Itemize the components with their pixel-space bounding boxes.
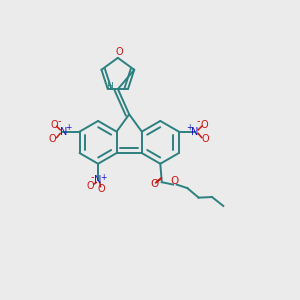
Text: O: O [116,47,123,58]
Text: +: + [100,172,106,182]
Text: H: H [106,82,113,91]
Text: N: N [94,175,102,185]
Text: +: + [187,123,193,132]
Text: +: + [65,123,72,132]
Text: N: N [191,127,199,136]
Text: O: O [49,134,57,144]
Text: -: - [58,116,61,127]
Text: O: O [150,179,158,189]
Text: O: O [202,134,209,144]
Text: O: O [50,120,58,130]
Text: N: N [59,127,67,136]
Text: -: - [197,116,200,127]
Text: O: O [97,184,105,194]
Text: O: O [87,181,94,191]
Text: O: O [200,120,208,130]
Text: -: - [91,172,94,182]
Text: O: O [171,176,179,186]
